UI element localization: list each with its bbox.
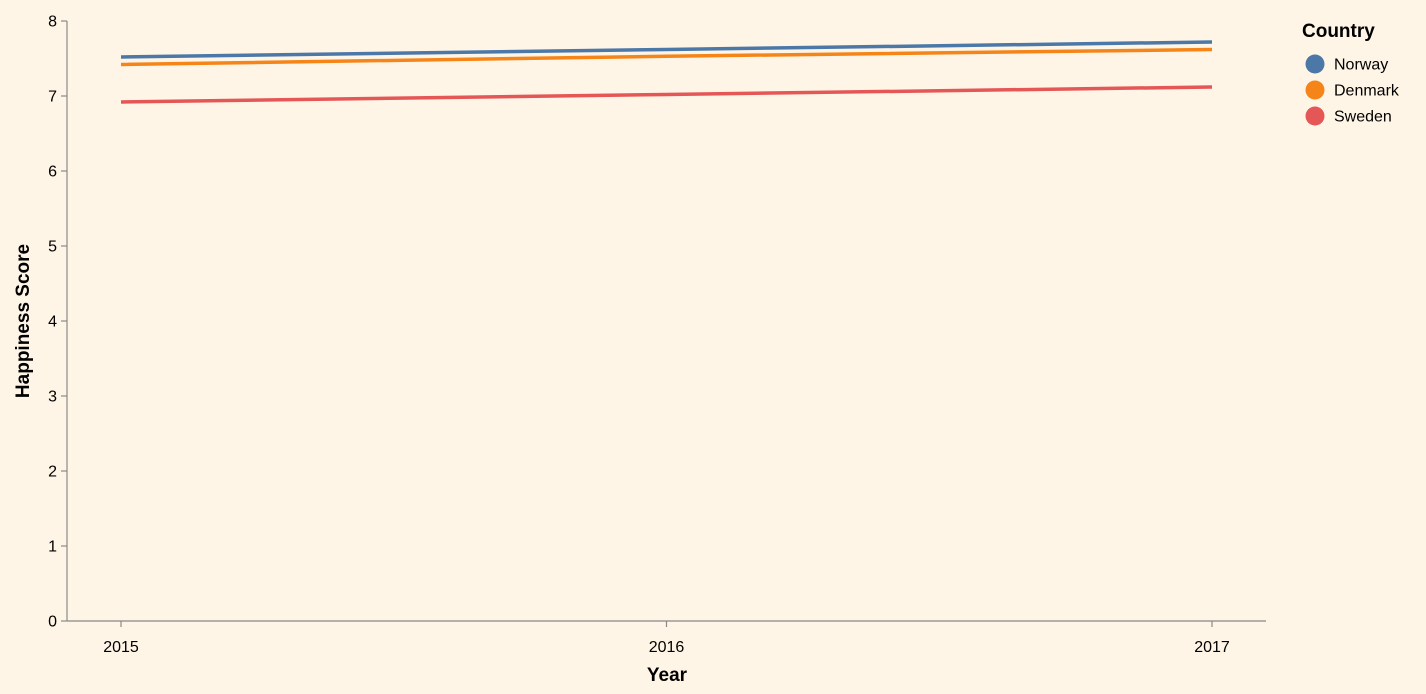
series-line-sweden [120, 85, 1213, 104]
legend-label-norway: Norway [1334, 57, 1388, 74]
y-axis: 0 1 2 3 4 5 6 7 8 [48, 14, 68, 631]
legend-swatch-norway [1305, 54, 1325, 74]
y-tick-label: 4 [48, 314, 57, 331]
plot-lines [120, 40, 1213, 104]
y-tick-label: 2 [48, 464, 57, 481]
legend: Country Norway Denmark Sweden [1302, 21, 1400, 126]
x-tick-label: 2016 [649, 639, 685, 656]
x-tick-label: 2017 [1194, 639, 1230, 656]
y-tick-label: 1 [48, 539, 57, 556]
x-axis-title: Year [647, 665, 688, 686]
legend-label-denmark: Denmark [1334, 83, 1400, 100]
legend-label-sweden: Sweden [1334, 109, 1392, 126]
y-tick-label: 8 [48, 14, 57, 31]
x-axis: 2015 2016 2017 [67, 620, 1266, 656]
y-tick-label: 0 [48, 614, 57, 631]
x-tick-label: 2015 [103, 639, 139, 656]
y-tick-label: 5 [48, 239, 57, 256]
series-line-denmark [120, 47, 1213, 67]
legend-swatch-denmark [1305, 80, 1325, 100]
y-axis-title: Happiness Score [13, 244, 34, 398]
series-line-norway [120, 40, 1213, 59]
y-tick-label: 3 [48, 389, 57, 406]
y-tick-label: 7 [48, 89, 57, 106]
legend-swatch-sweden [1305, 106, 1325, 126]
legend-items: Norway Denmark Sweden [1305, 54, 1400, 126]
legend-title: Country [1302, 21, 1375, 42]
y-tick-label: 6 [48, 164, 57, 181]
